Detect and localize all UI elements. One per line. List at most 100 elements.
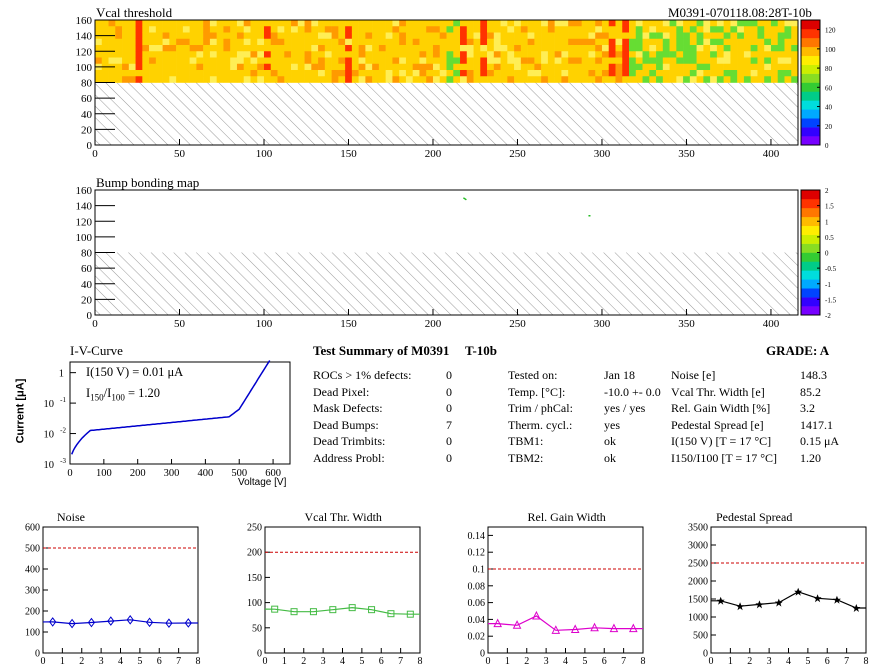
roc-chart-series-line <box>488 615 644 631</box>
roc-chart-point <box>551 625 561 634</box>
iv-x-tick-label: 500 <box>231 468 247 479</box>
bump-palette-label: -0.5 <box>825 265 837 273</box>
iv-note-2-a: I <box>86 386 91 400</box>
summary-tag: T-10b <box>465 343 498 358</box>
bump-x-tick-label: 100 <box>256 318 273 330</box>
roc-chart-y-tick-label: 250 <box>247 523 262 534</box>
roc-chart-y-tick-label: 2500 <box>688 559 708 570</box>
roc-chart-x-tick-label: 8 <box>196 656 201 667</box>
roc-chart-point <box>609 623 619 633</box>
bump-x-tick-label: 200 <box>425 318 442 330</box>
roc-chart-y-tick-label: 0 <box>703 649 708 660</box>
roc-chart-point <box>145 617 154 628</box>
roc-chart-x-tick-label: 8 <box>418 656 423 667</box>
bump-x-tick-label: 300 <box>594 318 611 330</box>
roc-chart-y-tick-label: 0.04 <box>468 615 486 626</box>
roc-chart-frame <box>710 526 867 654</box>
vcal-y-tick-label: 100 <box>76 62 93 74</box>
roc-chart-point <box>165 618 173 629</box>
roc-chart-title: Rel. Gain Width <box>528 510 606 524</box>
roc-chart-y-tick-label: 0 <box>257 649 262 660</box>
bump-x-tick-label: 400 <box>763 318 780 330</box>
vcal-x-tick-label: 350 <box>678 148 695 160</box>
roc-chart-point <box>794 587 803 596</box>
roc-chart-x-tick-label: 5 <box>805 656 810 667</box>
roc-chart-point <box>570 624 580 633</box>
vcal-x-tick-label: 100 <box>256 148 273 160</box>
iv-xlabel: Voltage [V] <box>238 477 287 488</box>
roc-chart-x-tick-label: 0 <box>709 656 714 667</box>
roc-chart-x-tick-label: 6 <box>825 656 830 667</box>
roc-chart-x-tick-label: 2 <box>747 656 752 667</box>
roc-chart-x-tick-label: 7 <box>621 656 626 667</box>
summary-grade: GRADE: A <box>766 343 830 358</box>
roc-chart-x-tick-label: 0 <box>263 656 268 667</box>
bump-palette-label: 1.5 <box>825 203 834 211</box>
vcal-y-tick-label: 40 <box>81 109 93 121</box>
roc-chart-y-tick-label: 100 <box>25 628 40 639</box>
roc-chart-x-tick-label: 3 <box>767 656 772 667</box>
vcal-palette-label: 40 <box>825 104 833 112</box>
iv-y-tick-exponent: -1 <box>60 396 66 404</box>
roc-chart-x-tick-label: 4 <box>118 656 123 667</box>
vcal-palette: 0 20 40 60 80 100 120 <box>800 19 836 150</box>
iv-note-2-c: = 1.20 <box>124 386 160 400</box>
roc-chart-point <box>629 623 638 633</box>
vcal-y-tick-label: 60 <box>81 93 93 105</box>
roc-chart-point <box>736 602 745 611</box>
roc-chart-point <box>716 596 725 605</box>
roc-chart-x-tick-label: 6 <box>602 656 607 667</box>
roc-chart-y-tick-label: 0.12 <box>468 548 486 559</box>
bump-palette: -2 -1.5 -1 -0.5 0 0.5 1 1.5 2 <box>800 187 837 320</box>
iv-note-2: I150/I100 = 1.20 <box>86 386 160 405</box>
vcal-x-tick-label: 400 <box>763 148 780 160</box>
bump-defect-mark <box>462 197 467 201</box>
bump-palette-label: 2 <box>825 187 829 195</box>
vcal-hatched-region <box>95 82 798 145</box>
roc-chart-x-tick-label: 2 <box>524 656 529 667</box>
roc-chart-point <box>271 605 279 613</box>
vcal-palette-label: 20 <box>825 123 833 131</box>
bump-palette-label: 0.5 <box>825 234 834 242</box>
roc-chart-point <box>87 617 96 628</box>
bump-palette-label: 1 <box>825 218 829 226</box>
iv-y-tick-label: 10 <box>44 460 55 471</box>
iv-y-tick-exponent: -2 <box>60 427 66 435</box>
roc-chart-x-tick-label: 2 <box>301 656 306 667</box>
iv-curve <box>71 360 271 455</box>
iv-x-tick-label: 200 <box>130 468 146 479</box>
vcal-y-tick-label: 0 <box>87 140 93 152</box>
bump-palette-label: -1.5 <box>825 296 837 304</box>
roc-chart-x-tick-label: 4 <box>786 656 791 667</box>
roc-chart-y-tick-label: 3500 <box>688 523 708 534</box>
roc-chart-x-tick-label: 5 <box>582 656 587 667</box>
roc-chart-y-tick-label: 0.02 <box>468 632 486 643</box>
roc-chart-x-tick-label: 7 <box>398 656 403 667</box>
roc-chart-x-tick-label: 3 <box>321 656 326 667</box>
vcal-palette-label: 120 <box>825 27 836 35</box>
bump-x-tick-label: 250 <box>509 318 526 330</box>
vcal-y-tick-label: 160 <box>76 15 93 27</box>
roc-chart-x-tick-label: 5 <box>359 656 364 667</box>
vcal-palette-label: 100 <box>825 46 836 54</box>
bump-y-tick-label: 20 <box>81 294 93 306</box>
iv-note-2-sub1: 150 <box>90 392 104 403</box>
vcal-x-tick-label: 200 <box>425 148 442 160</box>
roc-chart-y-tick-label: 0.06 <box>468 598 486 609</box>
iv-y-tick-exponent: -3 <box>60 457 66 465</box>
bump-defect-mark <box>588 215 591 217</box>
iv-plot: 0 100 200 300 400 500 600 1 10 -1 10 -2 10 -3 <box>44 360 291 479</box>
roc-chart-y-tick-label: 300 <box>25 586 40 597</box>
roc-chart-y-tick-label: 100 <box>247 598 262 609</box>
roc-chart-point <box>290 608 298 616</box>
roc-chart-x-tick-label: 2 <box>79 656 84 667</box>
roc-chart-x-tick-label: 1 <box>60 656 65 667</box>
iv-chart: 0 100 200 300 400 500 600 1 10 -1 10 -2 10 -3 <box>44 360 291 479</box>
vcal-x-tick-label: 300 <box>594 148 611 160</box>
roc-chart-title: Pedestal Spread <box>716 510 792 524</box>
